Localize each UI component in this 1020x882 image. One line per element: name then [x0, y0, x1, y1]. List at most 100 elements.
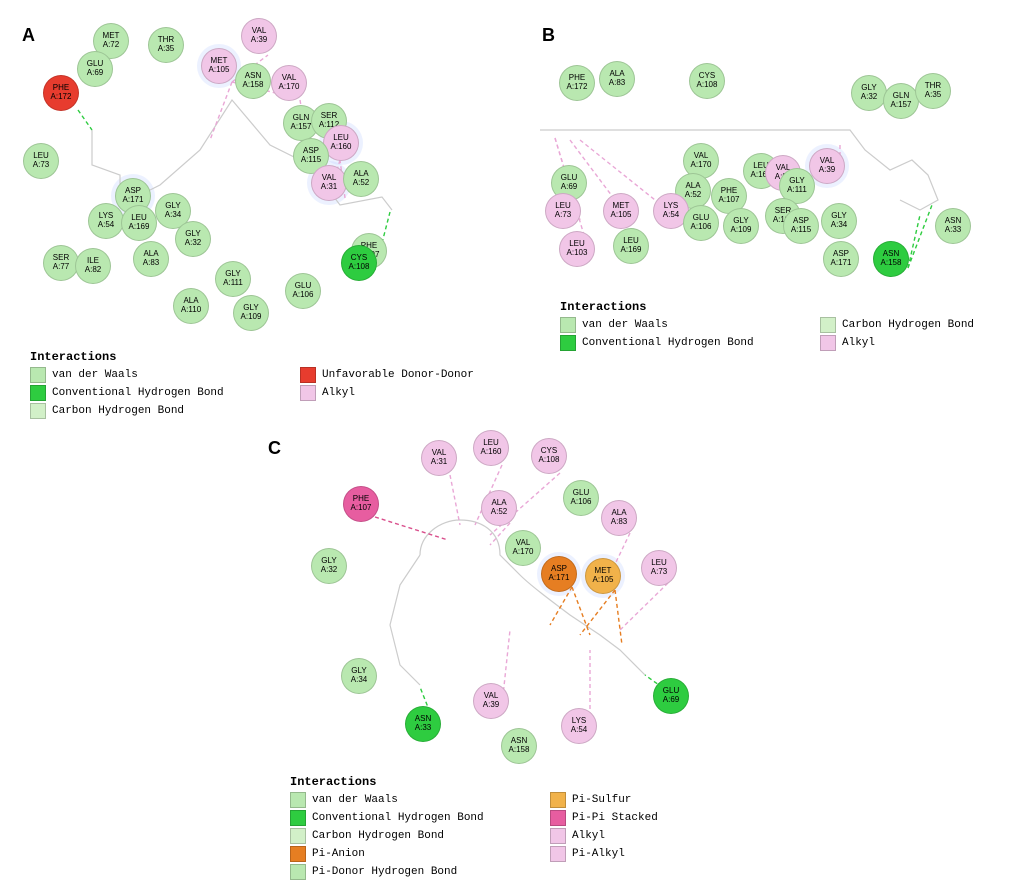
legend-item: Carbon Hydrogen Bond	[820, 317, 974, 333]
residue-node: VALA:170	[271, 65, 307, 101]
residue-node: THRA:35	[915, 73, 951, 109]
legend-swatch	[560, 317, 576, 333]
legend-swatch	[550, 810, 566, 826]
residue-node: ALAA:52	[481, 490, 517, 526]
residue-node: CYSA:108	[341, 245, 377, 281]
residue-node: GLUA:106	[683, 205, 719, 241]
residue-node: ALAA:83	[599, 61, 635, 97]
residue-node: META:105	[201, 48, 237, 84]
legend-swatch	[30, 385, 46, 401]
legend-label: van der Waals	[582, 319, 668, 331]
interaction-dash	[78, 110, 92, 130]
residue-node: GLYA:32	[311, 548, 347, 584]
legend-label: Pi-Anion	[312, 848, 365, 860]
panel-c: C VALA:31 LEUA:160 CYSA:108 PHEA:107 ALAA:52 G…	[250, 425, 770, 855]
interaction-dash	[450, 475, 460, 525]
residue-node: LEUA:160	[473, 430, 509, 466]
interaction-dash	[615, 590, 622, 645]
residue-node: GLYA:34	[821, 203, 857, 239]
legend-swatch	[820, 335, 836, 351]
legend-column: van der Waals Conventional Hydrogen Bond C…	[30, 365, 224, 421]
legend-item: van der Waals	[30, 367, 224, 383]
residue-node: ASNA:158	[501, 728, 537, 764]
residue-node: GLYA:111	[215, 261, 251, 297]
panel-label-c: C	[268, 438, 281, 459]
legend-swatch	[290, 792, 306, 808]
legend-label: Conventional Hydrogen Bond	[312, 812, 484, 824]
residue-node: CYSA:108	[531, 438, 567, 474]
residue-node: VALA:39	[809, 148, 845, 184]
residue-node: SERA:77	[43, 245, 79, 281]
legend-item: Conventional Hydrogen Bond	[560, 335, 754, 351]
residue-node: LEUA:73	[641, 550, 677, 586]
legend-column: Pi-SulfurPi-Pi StackedAlkylPi-Alkyl	[550, 790, 658, 864]
interaction-dash	[550, 587, 572, 625]
legend-label: Alkyl	[842, 337, 875, 349]
legend-column: van der Waals Conventional Hydrogen Bond C…	[290, 790, 484, 882]
legend-label: Carbon Hydrogen Bond	[842, 319, 974, 331]
residue-node: PHEA:172	[43, 75, 79, 111]
legend-title: Interactions	[560, 300, 646, 314]
legend-item: van der Waals	[560, 317, 754, 333]
residue-node: ASPA:171	[823, 241, 859, 277]
legend-swatch	[290, 810, 306, 826]
residue-node: LEUA:73	[545, 193, 581, 229]
legend-label: van der Waals	[52, 369, 138, 381]
residue-node: ASNA:158	[873, 241, 909, 277]
legend-label: Pi-Donor Hydrogen Bond	[312, 866, 457, 878]
interaction-dash	[908, 215, 920, 268]
residue-node: PHEA:107	[343, 486, 379, 522]
legend-label: Pi-Pi Stacked	[572, 812, 658, 824]
residue-node: LEUA:103	[559, 231, 595, 267]
legend-item: Alkyl	[820, 335, 974, 351]
residue-node: ALAA:110	[173, 288, 209, 324]
interaction-dash	[375, 517, 448, 540]
residue-node: LYSA:54	[561, 708, 597, 744]
residue-node: VALA:39	[473, 683, 509, 719]
residue-node: VALA:31	[421, 440, 457, 476]
residue-node: GLYA:109	[723, 208, 759, 244]
residue-node: GLUA:69	[77, 51, 113, 87]
residue-node: META:105	[585, 558, 621, 594]
residue-node: ILEA:82	[75, 248, 111, 284]
legend-label: Unfavorable Donor-Donor	[322, 369, 474, 381]
legend-label: Conventional Hydrogen Bond	[52, 387, 224, 399]
legend-swatch	[550, 828, 566, 844]
residue-node: GLUA:69	[653, 678, 689, 714]
residue-node: ASNA:33	[935, 208, 971, 244]
legend-swatch	[820, 317, 836, 333]
legend-title: Interactions	[30, 350, 116, 364]
residue-node: ALAA:83	[133, 241, 169, 277]
legend-item: Pi-Sulfur	[550, 792, 658, 808]
legend-swatch	[290, 864, 306, 880]
legend-swatch	[290, 828, 306, 844]
legend-item: Alkyl	[550, 828, 658, 844]
legend-item: Pi-Pi Stacked	[550, 810, 658, 826]
legend-swatch	[560, 335, 576, 351]
legend-item: Conventional Hydrogen Bond	[30, 385, 224, 401]
legend-title: Interactions	[290, 775, 376, 789]
legend-item: van der Waals	[290, 792, 484, 808]
residue-node: LEUA:169	[121, 205, 157, 241]
legend-label: Conventional Hydrogen Bond	[582, 337, 754, 349]
residue-node: GLYA:32	[851, 75, 887, 111]
interaction-dash	[210, 82, 232, 140]
panel-b: BPHEA:172ALAA:83CYSA:108GLYA:32GLNA:157T…	[520, 10, 1010, 410]
residue-node: VALA:31	[311, 165, 347, 201]
interaction-dash	[572, 587, 590, 635]
residue-node: VALA:170	[505, 530, 541, 566]
residue-node: GLYA:109	[233, 295, 269, 331]
residue-node: ALAA:52	[343, 161, 379, 197]
legend-label: Alkyl	[322, 387, 355, 399]
legend-swatch	[300, 385, 316, 401]
residue-node: LEUA:169	[613, 228, 649, 264]
legend-item: Carbon Hydrogen Bond	[30, 403, 224, 419]
residue-node: ASNA:33	[405, 706, 441, 742]
legend-item: Unfavorable Donor-Donor	[300, 367, 474, 383]
legend-item: Carbon Hydrogen Bond	[290, 828, 484, 844]
residue-node: VALA:39	[241, 18, 277, 54]
panel-label-b: B	[542, 25, 555, 46]
legend-swatch	[30, 367, 46, 383]
residue-node: GLYA:32	[175, 221, 211, 257]
residue-node: THRA:35	[148, 27, 184, 63]
